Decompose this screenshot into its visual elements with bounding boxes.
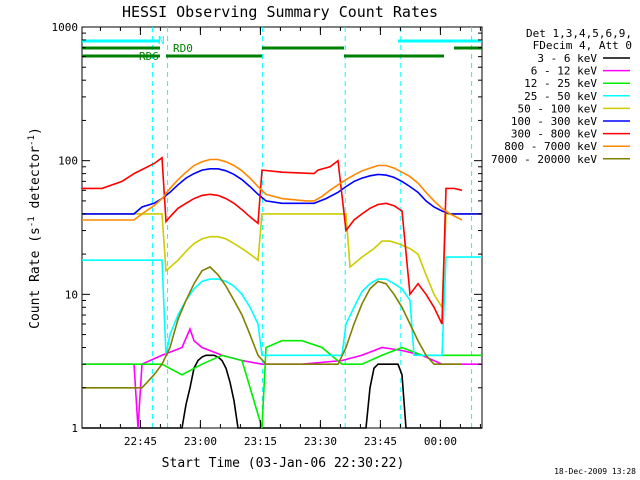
series-line-0 — [82, 354, 482, 429]
y-label-end: ) — [28, 127, 43, 135]
x-tick-label-0: 22:45 — [124, 435, 157, 448]
y-axis-label: Count Rate (s-1 detector-1) — [27, 127, 43, 329]
y-tick-label-1: 10 — [65, 288, 78, 301]
x-tick-label-4: 23:45 — [364, 435, 397, 448]
marker-lines — [151, 27, 473, 428]
timestamp: 18-Dec-2009 13:28 — [554, 467, 636, 476]
legend-label-3: 25 - 50 keV — [524, 90, 597, 103]
x-tick-label-1: 23:00 — [184, 435, 217, 448]
interval-label-rd0: RD0 — [173, 42, 193, 55]
legend-label-4: 50 - 100 keV — [518, 102, 598, 115]
x-axis-label: Start Time (03-Jan-06 22:30:22) — [162, 456, 405, 471]
series-line-7 — [82, 158, 463, 221]
legend-label-6: 300 - 800 keV — [511, 128, 597, 141]
series-line-4 — [82, 213, 482, 310]
interval-bars — [82, 39, 482, 58]
x-tick-label-5: 00:00 — [424, 435, 457, 448]
series-line-8 — [82, 266, 462, 389]
y-label-sup2: -1 — [27, 135, 37, 146]
y-label-mid: detector — [28, 146, 43, 217]
series-lines — [82, 156, 482, 429]
legend-header-1: Det 1,3,4,5,6,9, — [526, 27, 632, 40]
legend-label-5: 100 - 300 keV — [511, 115, 597, 128]
y-label-main: Count Rate (s — [28, 227, 43, 329]
legend-label-0: 3 - 6 keV — [537, 52, 597, 65]
chart-title: HESSI Observing Summary Count Rates — [122, 3, 438, 21]
x-tick-label-3: 23:30 — [304, 435, 337, 448]
y-tick-label-0: 1 — [71, 422, 78, 435]
series-line-5 — [82, 168, 482, 215]
series-line-2 — [82, 339, 482, 429]
series-line-1 — [82, 326, 482, 429]
y-tick-label-2: 100 — [58, 155, 78, 168]
legend-label-8: 7000 - 20000 keV — [491, 153, 597, 166]
y-label-sup1: -1 — [27, 216, 37, 227]
legend-header-2: FDecim 4, Att 0 — [533, 39, 632, 52]
axes: 1 10 100 1000 22:45 23:00 23:15 23:30 23:45 00:00 — [52, 21, 482, 448]
interval-label-n: N — [158, 34, 165, 47]
legend-label-7: 800 - 7000 keV — [504, 140, 597, 153]
x-tick-label-2: 23:15 — [244, 435, 277, 448]
series-line-6 — [82, 156, 463, 325]
legend-label-2: 12 - 25 keV — [524, 77, 597, 90]
legend-label-1: 6 - 12 keV — [531, 65, 598, 78]
y-tick-label-3: 1000 — [52, 21, 79, 34]
